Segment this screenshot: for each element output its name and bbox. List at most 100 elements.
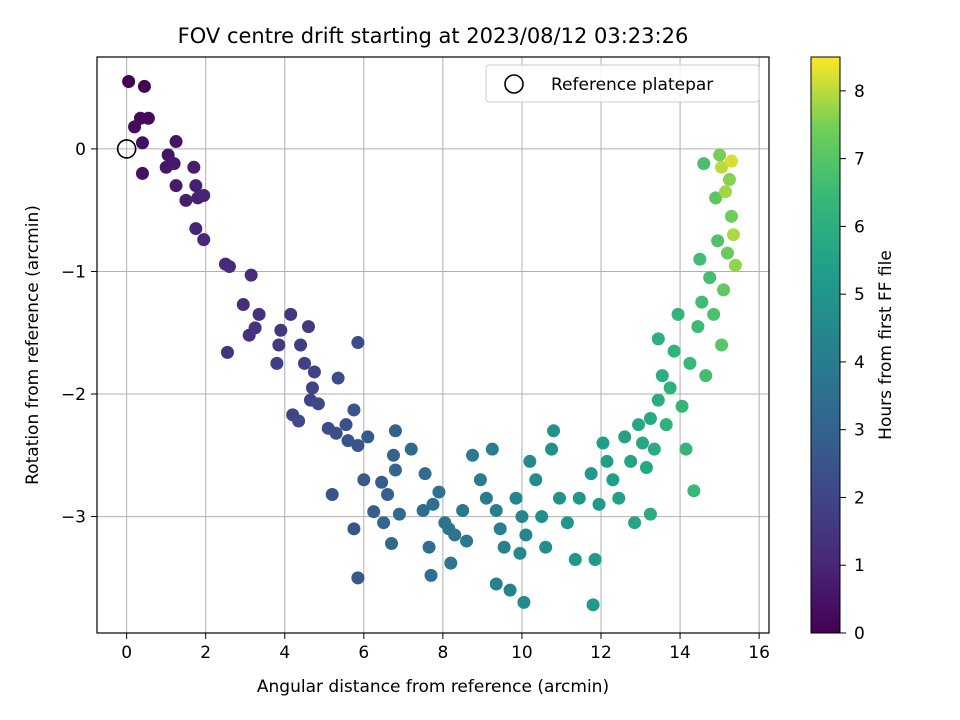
colorbar-tick-label: 1 <box>854 556 865 576</box>
data-point <box>713 148 727 162</box>
data-point <box>697 157 711 171</box>
data-point <box>489 577 503 591</box>
data-point <box>596 436 610 450</box>
data-point <box>347 403 361 417</box>
y-axis-label: Rotation from reference (arcmin) <box>23 205 43 485</box>
data-point <box>479 491 493 505</box>
data-point <box>301 320 315 334</box>
data-point <box>367 505 381 519</box>
data-point <box>325 488 339 502</box>
data-point <box>606 473 620 487</box>
data-point <box>197 188 211 202</box>
data-point <box>568 552 582 566</box>
data-point <box>292 414 306 428</box>
plot-frame <box>96 56 770 634</box>
y-tick-label: −3 <box>61 508 86 528</box>
data-point <box>722 173 736 187</box>
data-point <box>715 160 729 174</box>
data-point <box>679 442 693 456</box>
data-point <box>167 157 181 171</box>
data-point <box>691 320 705 334</box>
data-point <box>386 448 400 462</box>
data-point <box>720 246 734 260</box>
data-point <box>361 430 375 444</box>
data-point <box>724 209 738 223</box>
data-point <box>179 193 193 207</box>
data-point <box>663 381 677 395</box>
colorbar-tick-label: 6 <box>854 217 865 237</box>
x-tick-label: 10 <box>511 643 533 663</box>
data-point <box>222 260 236 274</box>
data-point <box>715 338 729 352</box>
colorbar-tick-label: 3 <box>854 421 865 441</box>
data-point <box>448 528 462 542</box>
data-point <box>726 228 740 242</box>
data-point <box>274 323 288 337</box>
colorbar-tick-label: 7 <box>854 150 865 170</box>
data-point <box>636 436 650 450</box>
data-point <box>135 136 149 150</box>
data-point <box>416 503 430 517</box>
data-point <box>432 485 446 499</box>
data-point <box>169 135 183 149</box>
data-point <box>404 442 418 456</box>
data-point <box>699 369 713 383</box>
data-point <box>456 503 470 517</box>
data-point <box>517 595 531 609</box>
x-tick-label: 14 <box>669 643 691 663</box>
y-tick-label: −2 <box>61 385 86 405</box>
data-point <box>272 338 286 352</box>
data-point <box>509 491 523 505</box>
data-point <box>717 283 731 297</box>
data-point <box>560 516 574 530</box>
x-axis-ticks: 0 2 4 6 8 10 12 14 16 <box>121 633 770 663</box>
data-point <box>572 491 586 505</box>
legend-entry-reference: Reference platepar <box>551 75 713 95</box>
data-point <box>687 484 701 498</box>
data-point <box>711 234 725 248</box>
legend-marker-icon <box>504 74 524 94</box>
data-point <box>651 332 665 346</box>
data-point <box>418 467 432 481</box>
data-point <box>341 434 355 448</box>
data-point <box>384 537 398 551</box>
data-point <box>643 412 657 426</box>
data-point <box>351 438 365 452</box>
data-point <box>703 271 717 285</box>
data-point <box>169 179 183 193</box>
data-point <box>298 356 312 370</box>
data-point <box>307 365 321 379</box>
data-point <box>728 258 742 272</box>
data-point <box>529 473 543 487</box>
data-point <box>339 418 353 432</box>
data-point <box>659 418 673 432</box>
data-point <box>647 442 661 456</box>
data-point <box>329 426 343 440</box>
x-axis-label: Angular distance from reference (arcmin) <box>257 677 609 697</box>
x-tick-label: 16 <box>748 643 770 663</box>
data-point <box>357 473 371 487</box>
data-point <box>122 75 136 89</box>
gridlines <box>97 57 769 633</box>
data-point <box>305 381 319 395</box>
data-point <box>503 583 517 597</box>
data-point <box>552 491 566 505</box>
data-point <box>693 252 707 266</box>
colorbar-gradient <box>810 56 841 634</box>
data-point <box>187 160 201 174</box>
x-tick-label: 0 <box>121 643 132 663</box>
data-points <box>122 75 742 612</box>
x-tick-label: 12 <box>590 643 612 663</box>
data-point <box>719 185 733 199</box>
data-point <box>592 497 606 511</box>
data-point <box>489 503 503 517</box>
data-point <box>128 120 142 134</box>
data-point <box>197 233 211 247</box>
data-point <box>381 488 395 502</box>
data-point <box>584 467 598 481</box>
data-point <box>588 552 602 566</box>
data-point <box>667 344 681 358</box>
data-point <box>600 454 614 468</box>
data-point <box>539 540 553 554</box>
colorbar: 0 1 2 3 4 5 6 7 8 Hours from first FF file <box>810 56 896 644</box>
